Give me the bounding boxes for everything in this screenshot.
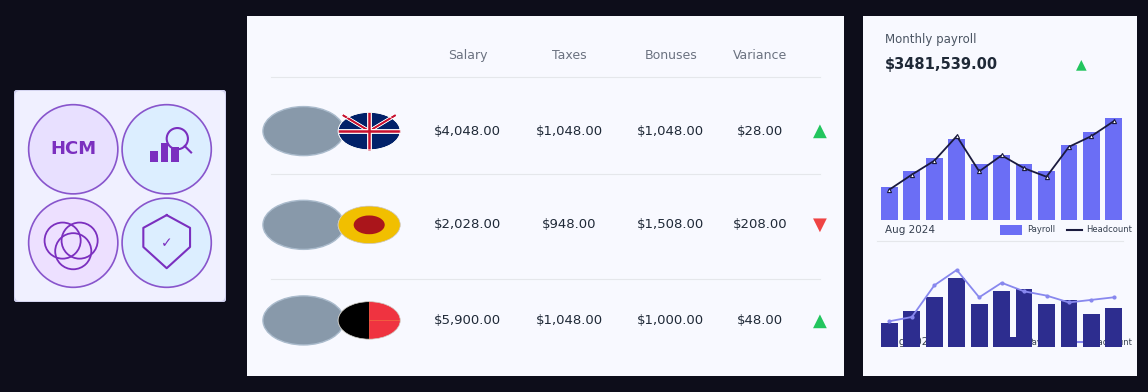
FancyBboxPatch shape <box>14 90 226 302</box>
Bar <box>150 151 157 162</box>
Bar <box>171 147 179 162</box>
Circle shape <box>339 113 401 150</box>
Text: Salary: Salary <box>448 49 488 62</box>
Text: Variance: Variance <box>734 49 788 62</box>
FancyBboxPatch shape <box>235 9 855 383</box>
Text: Payroll: Payroll <box>1027 338 1055 347</box>
Text: Payroll: Payroll <box>1027 225 1055 234</box>
Text: Headcount: Headcount <box>1086 338 1132 347</box>
Text: $1,048.00: $1,048.00 <box>637 125 704 138</box>
Text: $1,048.00: $1,048.00 <box>536 125 603 138</box>
Text: Headcount: Headcount <box>1086 225 1132 234</box>
Bar <box>948 278 965 347</box>
Text: Aug 2024: Aug 2024 <box>885 225 936 234</box>
Text: ✓: ✓ <box>161 236 172 250</box>
Bar <box>926 158 943 220</box>
Text: $4,048.00: $4,048.00 <box>434 125 502 138</box>
Text: Bonuses: Bonuses <box>644 49 697 62</box>
Wedge shape <box>370 302 401 320</box>
Bar <box>1000 338 1022 347</box>
Text: $1,000.00: $1,000.00 <box>637 314 704 327</box>
Text: Taxes: Taxes <box>552 49 587 62</box>
Bar <box>903 311 921 347</box>
Bar <box>948 139 965 220</box>
Bar <box>1038 171 1055 220</box>
Text: ▲: ▲ <box>813 122 827 140</box>
Text: $208.00: $208.00 <box>732 218 788 231</box>
Bar <box>1106 118 1123 220</box>
Circle shape <box>339 302 401 339</box>
Bar <box>1061 145 1077 220</box>
Text: $48.00: $48.00 <box>737 314 783 327</box>
Text: $2,028.00: $2,028.00 <box>434 218 502 231</box>
Bar <box>1106 309 1123 347</box>
Text: $28.00: $28.00 <box>737 125 783 138</box>
Circle shape <box>29 105 118 194</box>
Text: $3481,539.00: $3481,539.00 <box>885 57 999 72</box>
Text: ▲: ▲ <box>813 311 827 329</box>
Bar <box>161 143 169 162</box>
Text: Monthly payroll: Monthly payroll <box>885 33 977 45</box>
Bar <box>1016 164 1032 220</box>
Circle shape <box>263 296 344 345</box>
Text: HCM: HCM <box>51 140 96 158</box>
Text: $948.00: $948.00 <box>542 218 597 231</box>
Circle shape <box>122 198 211 287</box>
Wedge shape <box>370 320 401 339</box>
Bar <box>1083 314 1100 347</box>
Bar <box>881 323 898 347</box>
Bar <box>993 155 1010 220</box>
Bar <box>1038 304 1055 347</box>
Text: $5,900.00: $5,900.00 <box>434 314 502 327</box>
Bar <box>1061 300 1077 347</box>
Bar <box>881 187 898 220</box>
Wedge shape <box>339 206 401 243</box>
Circle shape <box>263 107 344 156</box>
Text: $1,048.00: $1,048.00 <box>536 314 603 327</box>
Circle shape <box>122 105 211 194</box>
Circle shape <box>263 200 344 249</box>
Bar <box>903 171 921 220</box>
Bar <box>1016 289 1032 347</box>
Text: ▲: ▲ <box>1077 57 1087 71</box>
Bar <box>926 297 943 347</box>
FancyBboxPatch shape <box>858 9 1142 383</box>
Bar <box>971 164 987 220</box>
Circle shape <box>29 198 118 287</box>
Circle shape <box>339 206 401 243</box>
Bar <box>971 304 987 347</box>
Wedge shape <box>339 302 370 339</box>
Bar <box>1083 132 1100 220</box>
Bar <box>993 291 1010 347</box>
Text: Aug 2023: Aug 2023 <box>885 337 936 347</box>
Bar <box>1000 225 1022 235</box>
Text: $1,508.00: $1,508.00 <box>637 218 704 231</box>
Text: ▼: ▼ <box>813 216 827 234</box>
